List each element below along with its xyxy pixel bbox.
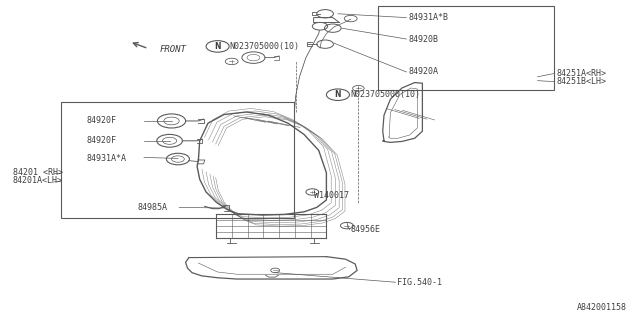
Text: W140017: W140017: [314, 191, 349, 200]
Text: 84956E: 84956E: [351, 225, 381, 234]
Text: 84920F: 84920F: [86, 116, 116, 125]
Text: 84251B<LH>: 84251B<LH>: [557, 77, 607, 86]
Text: 84931A*B: 84931A*B: [408, 13, 448, 22]
Text: 84920A: 84920A: [408, 68, 438, 76]
Text: A842001158: A842001158: [577, 303, 627, 312]
Text: FRONT: FRONT: [160, 45, 187, 54]
Text: 84920B: 84920B: [408, 35, 438, 44]
Text: 84931A*A: 84931A*A: [86, 154, 127, 163]
Text: 84920F: 84920F: [86, 136, 116, 145]
Text: 84201A<LH>: 84201A<LH>: [13, 176, 63, 185]
Text: 84251A<RH>: 84251A<RH>: [557, 69, 607, 78]
Text: 84201 <RH>: 84201 <RH>: [13, 168, 63, 177]
Text: 84985A: 84985A: [138, 203, 168, 212]
Bar: [378, 6, 554, 90]
Text: FIG.540-1: FIG.540-1: [397, 278, 442, 287]
Bar: [61, 102, 294, 218]
Text: N023705000(10): N023705000(10): [351, 90, 420, 99]
Text: N: N: [335, 90, 341, 99]
Circle shape: [312, 22, 328, 30]
Text: N023705000(10): N023705000(10): [229, 42, 299, 51]
Text: N: N: [214, 42, 221, 51]
